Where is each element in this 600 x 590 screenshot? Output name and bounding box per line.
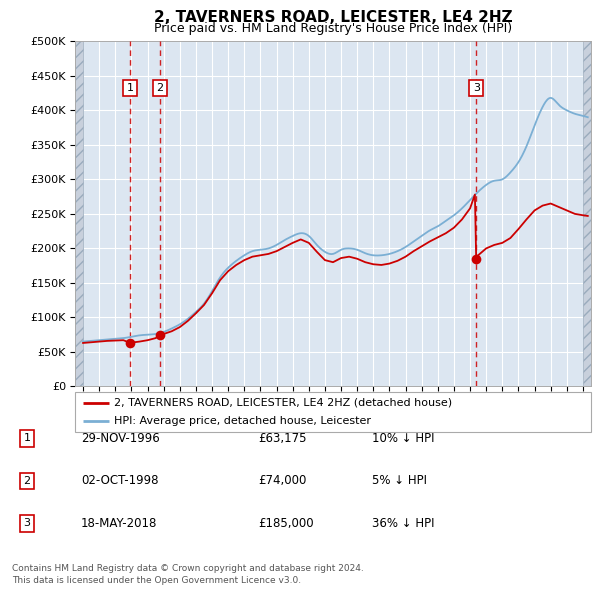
Text: 3: 3 xyxy=(23,519,31,528)
Text: 2, TAVERNERS ROAD, LEICESTER, LE4 2HZ: 2, TAVERNERS ROAD, LEICESTER, LE4 2HZ xyxy=(154,10,512,25)
Text: 10% ↓ HPI: 10% ↓ HPI xyxy=(372,432,434,445)
Text: £74,000: £74,000 xyxy=(258,474,307,487)
Text: 2, TAVERNERS ROAD, LEICESTER, LE4 2HZ (detached house): 2, TAVERNERS ROAD, LEICESTER, LE4 2HZ (d… xyxy=(114,398,452,408)
Bar xyxy=(583,41,591,386)
Text: 2: 2 xyxy=(23,476,31,486)
Text: Contains HM Land Registry data © Crown copyright and database right 2024.: Contains HM Land Registry data © Crown c… xyxy=(12,565,364,573)
Text: 2: 2 xyxy=(156,83,163,93)
Bar xyxy=(75,41,83,386)
FancyBboxPatch shape xyxy=(75,392,591,432)
Text: 5% ↓ HPI: 5% ↓ HPI xyxy=(372,474,427,487)
Text: £185,000: £185,000 xyxy=(258,517,314,530)
Text: 3: 3 xyxy=(473,83,479,93)
Text: 36% ↓ HPI: 36% ↓ HPI xyxy=(372,517,434,530)
Text: 1: 1 xyxy=(127,83,133,93)
Text: This data is licensed under the Open Government Licence v3.0.: This data is licensed under the Open Gov… xyxy=(12,576,301,585)
Text: £63,175: £63,175 xyxy=(258,432,307,445)
Text: 02-OCT-1998: 02-OCT-1998 xyxy=(81,474,158,487)
Text: Price paid vs. HM Land Registry's House Price Index (HPI): Price paid vs. HM Land Registry's House … xyxy=(154,22,512,35)
Text: 29-NOV-1996: 29-NOV-1996 xyxy=(81,432,160,445)
Text: 18-MAY-2018: 18-MAY-2018 xyxy=(81,517,157,530)
Text: 1: 1 xyxy=(23,434,31,443)
Text: HPI: Average price, detached house, Leicester: HPI: Average price, detached house, Leic… xyxy=(114,416,371,426)
